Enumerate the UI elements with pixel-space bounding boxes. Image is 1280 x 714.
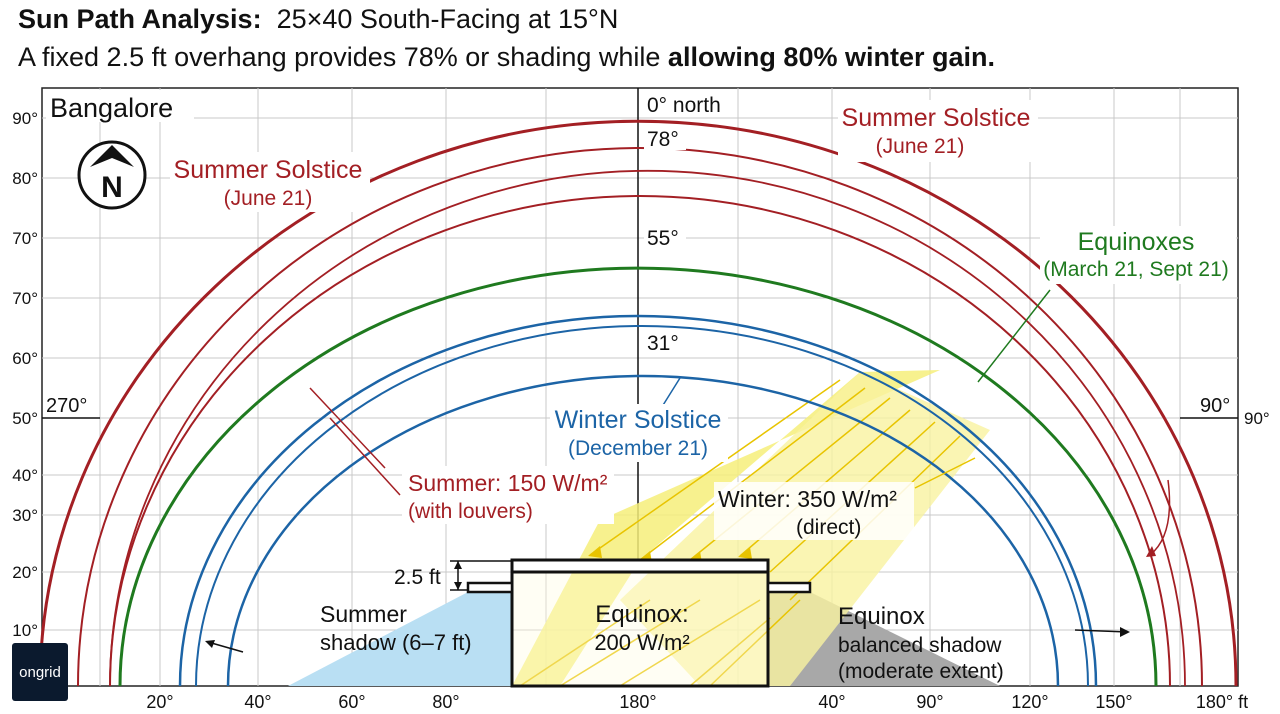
equinox-arc: [118, 266, 1158, 687]
left-tick: 10°: [12, 621, 38, 640]
summer-outer-arc: [38, 119, 1238, 687]
summer-shadow-label: Summer: [320, 601, 407, 627]
alt-31-bg: [644, 330, 686, 354]
summer-gain-label: Summer: 150 W/m²: [408, 470, 608, 496]
bottom-tick: 150°: [1095, 692, 1132, 712]
location-backdrop: [46, 90, 194, 122]
left-tick: 50°: [12, 409, 38, 428]
equinox-shadow-label: Equinox: [838, 603, 925, 630]
summer-solstice-date-left: (June 21): [224, 187, 313, 210]
overhang-label: 2.5 ft: [394, 566, 441, 589]
winter-arc-1: [178, 314, 1098, 687]
summer-shadow-note: shadow (6–7 ft): [320, 630, 472, 655]
page-title: Sun Path Analysis: 25×40 South-Facing at…: [18, 4, 618, 35]
winter-arc-3: [226, 374, 1060, 687]
equinox-shadow-line3: (moderate extent): [838, 660, 1004, 683]
winter-bg: [550, 404, 728, 462]
summer-left-bg: [170, 152, 370, 212]
overhang-right: [766, 581, 812, 594]
summer-right-bg: [838, 100, 1038, 162]
north-label-bg: [644, 92, 730, 116]
equinoxes-date: (March 21, Sept 21): [1043, 258, 1229, 281]
winter-solstice-label: Winter Solstice: [555, 406, 722, 434]
bottom-tick: 180°: [619, 692, 656, 712]
winter-gain-bg: [714, 482, 914, 540]
compass-letter: N: [101, 171, 123, 204]
bottom-axis: 20° 40° 60° 80° 180° 40° 90° 120° 150° 1…: [146, 692, 1248, 712]
bottom-tick: 20°: [146, 692, 173, 712]
building: [466, 558, 812, 688]
equinox-gain-value: 200 W/m²: [594, 630, 689, 655]
equinox-bg: [1040, 226, 1236, 284]
left-tick: 60°: [12, 349, 38, 368]
summer-arc-3: [109, 195, 1171, 687]
left-axis: 90° 80° 70° 70° 60° 50° 40° 30° 20° 10°: [12, 109, 38, 640]
winter-gain-label: Winter: 350 W/m²: [718, 486, 897, 512]
winter-arc-2: [195, 325, 1089, 687]
left-tick: 30°: [12, 506, 38, 525]
compass-arrow-icon: [90, 145, 134, 167]
title-rest: 25×40 South-Facing at 15°N: [276, 4, 619, 34]
summer-solstice-curves: [38, 119, 1238, 687]
left-tick: 70°: [12, 289, 38, 308]
leader-lines: [207, 289, 1171, 653]
winter-left-arrow-head: [205, 640, 215, 648]
summer-arc-4: [109, 169, 1186, 687]
equinox-shadow-line2: balanced shadow: [838, 634, 1002, 657]
alt-55-bg: [644, 225, 686, 249]
left-tick: 40°: [12, 466, 38, 485]
winter-solstice-curves: [178, 314, 1098, 687]
bottom-tick: 40°: [818, 692, 845, 712]
bottom-tick: 120°: [1011, 692, 1048, 712]
summer-gain-note: (with louvers): [408, 500, 533, 523]
building-roof: [510, 558, 770, 574]
west-mark: 270°: [46, 395, 87, 417]
brand-logo: ongrid: [12, 643, 68, 701]
summer-gain-bg: [402, 466, 614, 524]
altitude-winter: 31°: [647, 332, 679, 355]
bottom-tick: 90°: [916, 692, 943, 712]
winter-arrow-head: [1146, 546, 1156, 557]
summer-shadow-area: [288, 592, 512, 686]
left-tick: 70°: [12, 229, 38, 248]
compass-icon: [77, 140, 147, 210]
bottom-tick: 40°: [244, 692, 271, 712]
title-bold: Sun Path Analysis:: [18, 4, 262, 34]
subtitle-start: A fixed 2.5 ft overhang provides 78% or …: [18, 42, 661, 72]
summer-solstice-date-right: (June 21): [876, 135, 965, 158]
equinoxes-label: Equinoxes: [1078, 228, 1195, 256]
dim-arrow-down: [454, 582, 462, 590]
summer-solstice-label-left: Summer Solstice: [174, 156, 363, 184]
bottom-tick: 60°: [338, 692, 365, 712]
winter-solstice-date: (December 21): [568, 437, 708, 460]
winter-gain-note: (direct): [796, 516, 861, 539]
left-tick: 90°: [12, 109, 38, 128]
alt-78-bg: [644, 126, 686, 150]
altitude-equinox: 55°: [647, 227, 679, 250]
equinox-arrow-head: [1120, 627, 1130, 637]
overhang-left: [466, 581, 514, 594]
left-tick: 80°: [12, 169, 38, 188]
page-subtitle: A fixed 2.5 ft overhang provides 78% or …: [18, 42, 995, 73]
bottom-tick: 80°: [432, 692, 459, 712]
summer-solstice-label-right: Summer Solstice: [842, 104, 1031, 132]
altitude-summer: 78°: [647, 128, 679, 151]
building-body: [510, 558, 770, 688]
left-tick: 20°: [12, 563, 38, 582]
summer-arc-2: [77, 147, 1203, 687]
dim-arrow-up: [454, 561, 462, 569]
right-axis-tick: 90°: [1244, 409, 1270, 428]
north-label: 0° north: [647, 94, 721, 117]
equinox-gain-label: Equinox:: [595, 601, 688, 628]
subtitle-bold: allowing 80% winter gain.: [667, 42, 995, 72]
location-label: Bangalore: [50, 93, 173, 123]
bottom-tick: 180° ft: [1196, 692, 1248, 712]
east-mark: 90°: [1200, 395, 1230, 417]
